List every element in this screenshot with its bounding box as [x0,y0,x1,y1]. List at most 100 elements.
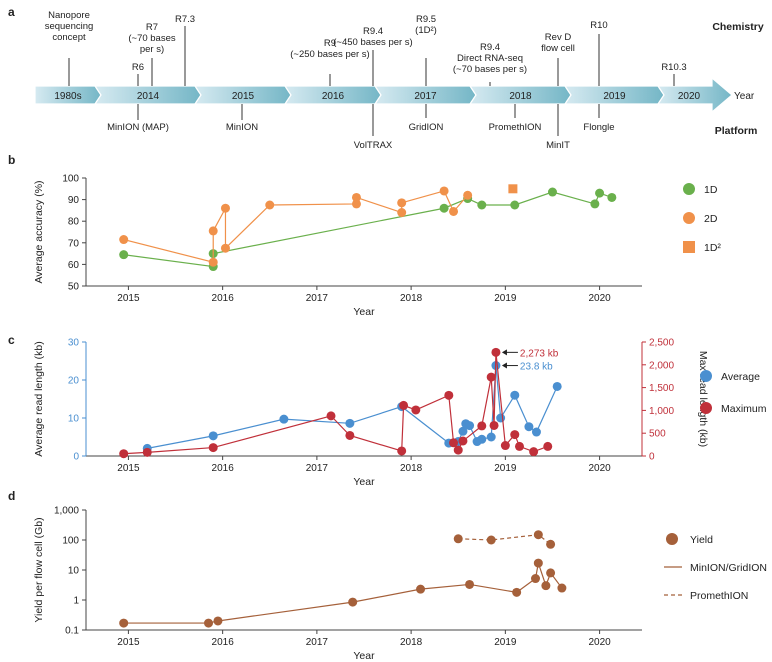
chemistry-event-r73: R7.3 [175,14,195,86]
chemistry-event-text: Direct RNA-seq [457,53,523,64]
x-tick-label: 2018 [400,463,423,474]
legend-label: 2D [704,213,718,225]
data-point-Maximum [514,441,524,451]
x-axis-title: Year [353,306,375,318]
platform-event-label: GridION [409,122,444,133]
data-point-Average [552,381,562,391]
annotation-arrowhead [501,362,507,369]
legend-label: PromethION [690,590,748,602]
chemistry-event-r94: R9.4(~450 bases per s) [333,26,413,86]
chemistry-event-text: Rev D [545,32,572,43]
timeline-segment-label: 2015 [232,91,255,102]
legend-label: Yield [690,534,713,546]
y-tick-label: 0.1 [65,626,79,637]
y-tick-label-right: 1,500 [649,383,674,394]
series-line-PromethION [458,534,551,545]
series-line-1D [123,191,613,268]
y-axis-title: Average accuracy (%) [33,180,45,283]
panel-c: c 0 10 20 30 0 500 1,000 1,500 2,000 2,500 2015 2016… [8,333,767,488]
platform-event-minion: MinION [226,104,258,133]
data-point-2D [220,243,230,253]
data-point-Maximum [486,372,496,382]
x-tick-label: 2016 [212,463,235,474]
data-point-Maximum [458,436,468,446]
data-point-2D [449,206,459,216]
chemistry-event-text: (1D²) [415,25,437,36]
x-tick-label: 2017 [306,463,329,474]
data-point [541,581,551,591]
data-point-Maximum [491,347,501,357]
data-point-Maximum [477,421,487,431]
data-point-2D [439,186,449,196]
panel-c-label: c [8,333,15,347]
series-line-MinION/GridION [123,562,563,624]
chemistry-title: Chemistry [712,21,764,33]
legend-label: 1D² [704,242,721,254]
data-point-Maximum [142,447,152,457]
data-point-2D [265,200,275,210]
platform-event-label: MinIT [546,140,570,151]
legend-marker [683,241,695,253]
chemistry-event-text: R7 [146,22,158,33]
data-point-Average [524,422,534,432]
platform-event-label: MinION (MAP) [107,122,169,133]
chemistry-event-text: R9 [324,38,336,49]
panel-a-label: a [8,5,15,19]
data-point-Maximum [208,443,218,453]
x-tick-label: 2019 [494,293,517,304]
data-point-Average [496,413,506,423]
data-point-2D [119,235,129,245]
data-point-2D [208,257,218,267]
data-point-2D [208,226,218,236]
data-point-Maximum [444,390,454,400]
data-point-1D [547,187,557,197]
x-tick-label: 2020 [588,637,611,648]
data-point-Maximum [453,445,463,455]
x-tick-label: 2020 [588,463,611,474]
y-tick-label-left: 10 [68,414,80,425]
platform-event-gridion: GridION [409,104,444,133]
legend-label: Average [721,371,760,383]
data-point-Average [486,432,496,442]
data-point-Maximum [510,430,520,440]
y-tick-label: 100 [62,536,79,547]
x-axis-title: Year [353,650,375,662]
x-tick-label: 2016 [212,293,235,304]
x-tick-label: 2015 [117,463,140,474]
data-point-Average [208,431,218,441]
legend-marker [683,183,695,195]
data-point [213,616,223,626]
legend-marker [700,370,712,382]
data-point-1D [590,199,600,209]
data-point [416,584,426,594]
y-tick-label-right: 2,000 [649,360,674,371]
platform-event-label: Flongle [583,122,614,133]
data-point [486,535,496,545]
panel-b-label: b [8,153,15,167]
y-tick-label-left: 0 [73,452,79,463]
y-tick-label: 70 [68,238,80,249]
data-point-Maximum [489,420,499,430]
y-tick-label: 60 [68,260,80,271]
timeline-segment-label: 2020 [678,91,701,102]
data-point-2D [463,190,473,200]
data-point-1D [607,192,617,202]
chemistry-event-text: R9.4 [363,26,383,37]
chemistry-event-text: (~450 bases per s) [333,37,412,48]
data-point [119,618,129,628]
y-tick-label: 1,000 [54,506,79,517]
timeline-segment-label: 2016 [322,91,345,102]
platform-title: Platform [715,125,758,137]
panel-d: d 0.1 1 10 100 1,000 2015 2016 2017 2018 2019 2020 Y… [8,489,767,662]
data-point-Maximum [411,405,421,415]
chemistry-event-text: R7.3 [175,14,195,25]
x-tick-label: 2015 [117,293,140,304]
data-point-1D [439,203,449,213]
series-line-2D [123,190,469,264]
data-point-Maximum [397,446,407,456]
chemistry-event-r6: R6 [132,62,144,86]
